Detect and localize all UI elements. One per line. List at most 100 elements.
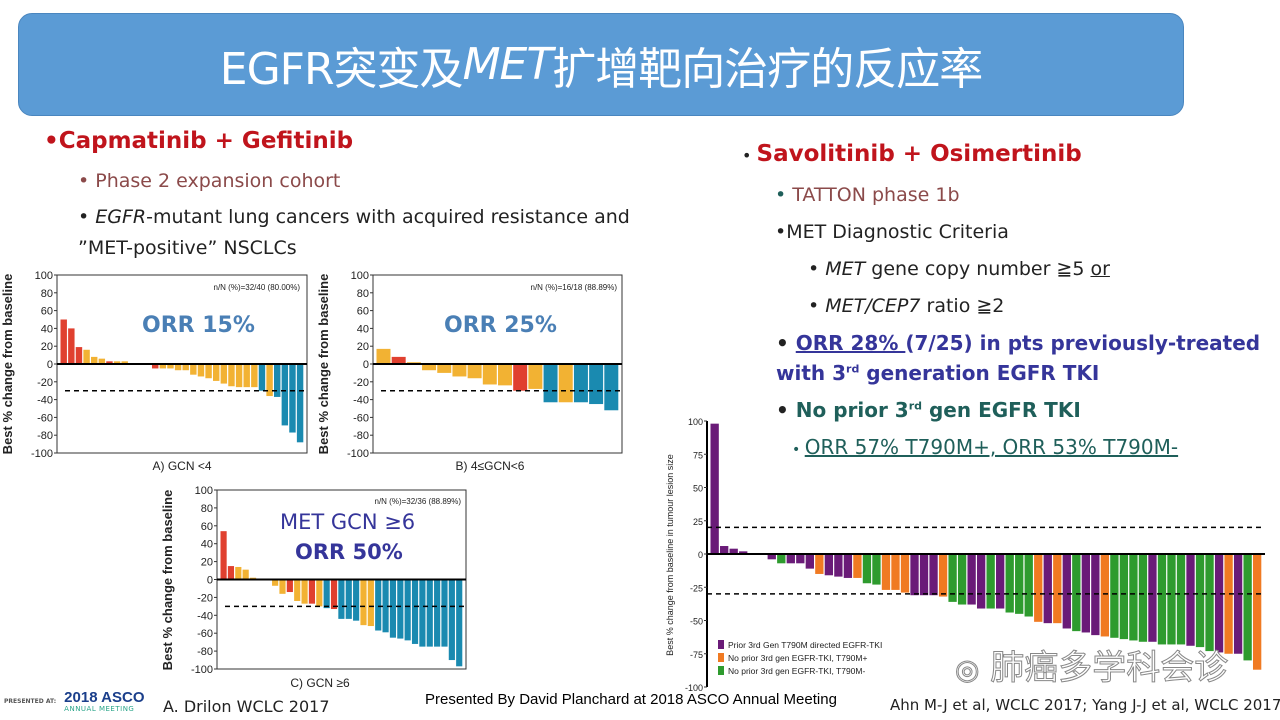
y-tick-label: 80 [201, 503, 213, 515]
y-tick-label: 100 [688, 417, 703, 427]
bar [1034, 554, 1043, 622]
no-prior-heading: • No prior 3rd gen EGFR TKI [776, 398, 1081, 422]
y-tick-label: -20 [37, 377, 53, 389]
bar [406, 362, 421, 364]
bar [251, 364, 258, 388]
bar [467, 364, 482, 379]
bar [1233, 554, 1243, 654]
bar [1072, 554, 1081, 632]
y-tick-label: -80 [37, 430, 53, 442]
bar [360, 579, 367, 626]
y-tick-label: 60 [201, 521, 213, 533]
bar [720, 546, 729, 554]
legend-label: Prior 3rd Gen T790M directed EGFR-TKI [728, 640, 882, 650]
bar [1024, 554, 1033, 617]
bar [1100, 554, 1110, 637]
bar [786, 554, 795, 564]
y-tick-label: -80 [197, 646, 213, 658]
bar [174, 364, 182, 371]
orr-previously-treated: • ORR 28% (7/25) in pts previously-treat… [776, 331, 1261, 355]
bar [220, 364, 228, 384]
criterion-1-text: gene copy number ≧5 [865, 258, 1091, 280]
bar [1205, 554, 1214, 652]
no-prior-sup: rd [908, 399, 923, 413]
bar [996, 554, 1005, 609]
y-axis-label: Best % change from baseline [160, 490, 175, 671]
chart-b-orr: ORR 25% [444, 313, 557, 338]
title-part2: 扩增靶向治疗的反应率 [552, 43, 983, 95]
bar [853, 554, 862, 578]
bar [1129, 554, 1138, 641]
bar [815, 554, 824, 574]
bar [710, 423, 719, 554]
bar [767, 554, 776, 560]
orr-28-rest: (7/25) in pts previously-treated [905, 331, 1261, 355]
bar [106, 361, 113, 364]
legend-swatch [718, 640, 724, 649]
no-prior-b: gen EGFR TKI [922, 398, 1081, 422]
bar [881, 554, 891, 590]
bar [266, 364, 273, 397]
chart-c-orr: ORR 50% [295, 540, 403, 564]
bar [777, 554, 786, 564]
bar [573, 364, 588, 403]
wechat-watermark: ◎ 肺癌多学科会诊 [954, 640, 1228, 689]
y-tick-label: 80 [41, 288, 53, 300]
bar [338, 579, 345, 619]
bar [294, 579, 301, 601]
egfr-italic: EGFR [95, 206, 147, 228]
y-tick-label: -20 [353, 377, 369, 389]
right-bullet-1-text: TATTON phase 1b [792, 184, 960, 206]
y-tick-label: -40 [353, 395, 369, 407]
bar [919, 554, 929, 596]
bar [891, 554, 900, 590]
chart-c-overlay: MET GCN ≥6 [280, 510, 416, 534]
bar [422, 364, 437, 371]
bar [308, 579, 316, 604]
bar [330, 579, 338, 610]
y-tick-label: 100 [351, 270, 369, 282]
chart-title: C) GCN ≥6 [290, 676, 350, 690]
bar [167, 364, 174, 369]
bar [1148, 554, 1157, 642]
bar [834, 554, 843, 577]
bar [1157, 554, 1167, 645]
bar [289, 364, 296, 433]
bar [281, 364, 289, 426]
bar [558, 364, 573, 403]
bar [1110, 554, 1119, 638]
bar [98, 358, 106, 364]
bar [220, 531, 227, 580]
orr-28-link: ORR 28% [795, 331, 906, 355]
bar [482, 364, 497, 385]
orr-line-2: with 3rd generation EGFR TKI [776, 361, 1099, 385]
bar [353, 579, 360, 621]
bar [404, 579, 411, 641]
bar [976, 554, 986, 609]
criterion-1: • MET gene copy number ≧5 or [808, 258, 1110, 280]
bar [367, 579, 374, 627]
y-tick-label: 60 [357, 306, 369, 318]
asco-year: 2018 ASCO [64, 689, 145, 706]
bar [376, 348, 391, 364]
bar [159, 364, 167, 369]
chart-0: 100 80 60 40 20 0 -20 -40 -60 -80 -100 Best % chang… [0, 270, 308, 473]
y-axis-label: Best % change from baseline [0, 274, 15, 455]
criterion-2-italic: MET/CEP7 [825, 295, 921, 317]
bar [1138, 554, 1148, 642]
bar [243, 364, 250, 388]
y-tick-label: -100 [31, 448, 53, 460]
bar [1053, 554, 1062, 624]
bar [824, 554, 834, 576]
bar [190, 364, 197, 375]
bar [948, 554, 957, 602]
bar [434, 579, 441, 647]
bar [967, 554, 976, 605]
y-tick-label: -20 [197, 592, 213, 604]
bar [235, 566, 242, 580]
bar [456, 579, 463, 667]
bar [68, 328, 75, 364]
bar [739, 551, 748, 554]
bar [1015, 554, 1024, 614]
y-tick-label: -100 [347, 448, 369, 460]
